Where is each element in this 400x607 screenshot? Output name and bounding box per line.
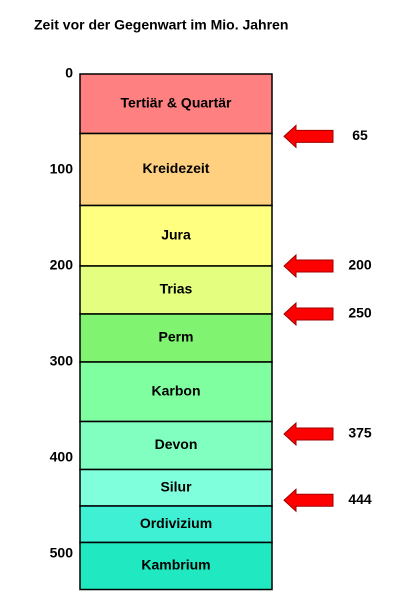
period-box <box>79 204 273 267</box>
period-label: Perm <box>158 329 193 345</box>
period-box <box>79 132 273 207</box>
tick-label: 400 <box>50 449 74 465</box>
arrow <box>283 253 334 279</box>
arrow <box>283 488 334 513</box>
period-label: Trias <box>160 281 193 297</box>
arrow <box>283 301 334 327</box>
tick-label: 0 <box>65 65 73 81</box>
period-box <box>79 265 273 315</box>
arrow <box>283 421 334 447</box>
tick-label: 100 <box>50 161 74 177</box>
arrow <box>283 124 334 149</box>
period-label: Kambrium <box>141 557 210 573</box>
period-label: Silur <box>160 478 192 494</box>
period-label: Ordivizium <box>140 515 212 531</box>
period-label: Devon <box>155 436 198 452</box>
period-label: Kreidezeit <box>143 160 210 176</box>
tick-label: 200 <box>50 257 74 273</box>
tick-label: 500 <box>50 545 74 561</box>
period-label: Karbon <box>152 382 201 398</box>
period-box <box>79 468 273 507</box>
arrow-label: 444 <box>348 491 372 507</box>
arrow-label: 375 <box>348 425 372 441</box>
period-label: Jura <box>161 226 191 242</box>
tick-label: 300 <box>50 353 74 369</box>
period-box <box>79 361 273 423</box>
arrow-label: 65 <box>352 127 368 143</box>
period-box <box>79 541 273 591</box>
arrow-label: 250 <box>348 305 372 321</box>
title: Zeit vor der Gegenwart im Mio. Jahren <box>34 17 288 33</box>
period-box <box>79 73 273 135</box>
arrow-label: 200 <box>348 257 372 273</box>
period-label: Tertiär & Quartär <box>121 94 233 110</box>
